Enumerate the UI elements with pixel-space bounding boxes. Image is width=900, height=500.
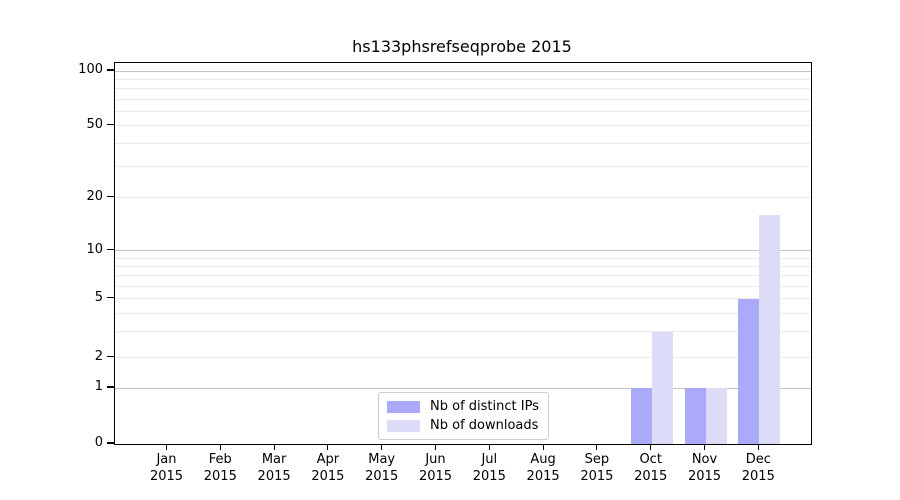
bar-distinct-ips (684, 388, 706, 444)
y-tick-label: 10 (86, 241, 103, 257)
y-tick-label: 50 (86, 116, 103, 132)
legend-swatch-distinct-ips (387, 400, 420, 413)
y-tick-mark (107, 124, 114, 126)
x-tick-label: Jan 2015 (135, 451, 199, 485)
gridline-minor (115, 331, 811, 333)
x-tick-mark (219, 444, 221, 450)
x-tick-label: May 2015 (350, 451, 414, 485)
x-tick-label: Nov 2015 (673, 451, 737, 485)
x-tick-label-year: 2015 (687, 469, 722, 484)
bar-downloads (705, 388, 727, 444)
x-tick-label: Jul 2015 (457, 451, 521, 485)
x-tick-mark (650, 444, 652, 450)
gridline-major (115, 250, 811, 252)
gridline-minor (115, 142, 811, 144)
gridline-minor (115, 275, 811, 277)
y-tick-label: 0 (94, 435, 103, 450)
gridline-minor (115, 357, 811, 359)
x-tick-mark (757, 444, 759, 450)
legend-label: Nb of downloads (430, 418, 539, 433)
gridline-minor (115, 88, 811, 90)
x-tick-mark (273, 444, 275, 450)
x-tick-label: Aug 2015 (511, 451, 575, 485)
bar-downloads (759, 214, 781, 444)
x-tick-label-year: 2015 (418, 469, 453, 484)
x-tick-label: Apr 2015 (296, 451, 360, 485)
y-tick-mark (107, 249, 114, 251)
y-tick-mark (107, 442, 114, 444)
gridline-minor (115, 285, 811, 287)
x-tick-label-year: 2015 (472, 469, 506, 484)
x-tick-label: Feb 2015 (188, 451, 252, 485)
chart-title: hs133phsrefseqprobe 2015 (352, 37, 572, 56)
gridline-minor (115, 125, 811, 127)
x-tick-mark (434, 444, 437, 450)
y-tick-mark (107, 69, 114, 71)
y-tick-mark (107, 297, 114, 299)
x-tick-mark (381, 444, 383, 450)
x-tick-label: Jun 2015 (404, 451, 468, 485)
gridline-minor (115, 257, 811, 259)
legend-swatch-downloads (387, 419, 420, 432)
gridline-major (115, 70, 811, 72)
y-tick-label: 20 (86, 188, 103, 204)
legend-entry-distinct-ips: Nb of distinct IPs (387, 399, 539, 414)
x-tick-label: Sep 2015 (565, 451, 629, 485)
x-tick-label-year: 2015 (741, 469, 775, 484)
bar-distinct-ips (738, 298, 760, 444)
gridline-minor (115, 98, 811, 100)
gridline-minor (115, 298, 811, 300)
x-tick-mark (488, 444, 490, 450)
x-tick-mark (327, 444, 329, 450)
gridline-minor (115, 312, 811, 314)
gridline-minor (115, 165, 811, 167)
y-tick-label: 100 (78, 62, 103, 77)
x-tick-label: Oct 2015 (619, 451, 683, 485)
plot-area (114, 62, 812, 445)
x-tick-label-year: 2015 (257, 469, 291, 484)
y-tick-mark (107, 386, 114, 388)
x-tick-mark (165, 444, 168, 450)
bar-downloads (651, 331, 673, 444)
legend-label: Nb of distinct IPs (430, 399, 539, 414)
y-tick-label: 2 (94, 348, 103, 364)
x-tick-mark (703, 444, 706, 450)
legend-entry-downloads: Nb of downloads (387, 418, 539, 433)
y-tick-mark (107, 356, 114, 358)
gridline-minor (115, 265, 811, 267)
x-tick-mark (542, 444, 544, 450)
legend: Nb of distinct IPs Nb of downloads (378, 392, 549, 440)
gridline-minor (115, 110, 811, 112)
x-tick-label-year: 2015 (203, 469, 237, 484)
x-tick-label-year: 2015 (526, 469, 560, 484)
bar-distinct-ips (630, 388, 652, 444)
gridline-major (115, 387, 811, 389)
gridline-minor (115, 197, 811, 199)
y-tick-mark (107, 196, 114, 198)
gridline-minor (115, 78, 811, 80)
x-tick-label: Mar 2015 (242, 451, 306, 485)
x-tick-label-year: 2015 (365, 469, 399, 484)
x-tick-label-year: 2015 (634, 469, 668, 484)
x-tick-label-year: 2015 (311, 469, 345, 484)
x-tick-label: Dec 2015 (726, 451, 790, 485)
x-tick-label-year: 2015 (149, 469, 184, 484)
y-tick-label: 5 (94, 289, 103, 305)
y-tick-label: 1 (94, 378, 103, 394)
x-tick-label-year: 2015 (580, 469, 614, 484)
x-tick-mark (596, 444, 598, 450)
